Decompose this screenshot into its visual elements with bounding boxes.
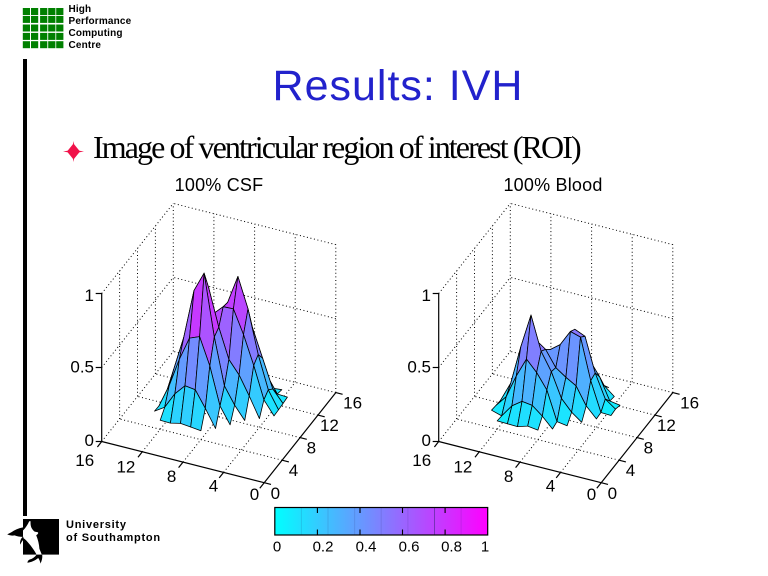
svg-text:16: 16 <box>343 393 362 412</box>
svg-text:8: 8 <box>644 439 653 458</box>
svg-text:0.8: 0.8 <box>441 539 462 556</box>
svg-text:12: 12 <box>453 458 472 477</box>
svg-text:0.5: 0.5 <box>407 357 431 376</box>
svg-text:0.5: 0.5 <box>70 357 94 376</box>
svg-text:0: 0 <box>587 485 596 504</box>
svg-text:0: 0 <box>85 431 94 450</box>
svg-text:8: 8 <box>167 467 176 486</box>
svg-text:4: 4 <box>289 461 298 480</box>
svg-text:12: 12 <box>320 416 339 435</box>
svg-text:1: 1 <box>481 539 489 556</box>
svg-text:8: 8 <box>307 439 316 458</box>
svg-text:0: 0 <box>608 484 617 503</box>
svg-text:4: 4 <box>546 477 555 496</box>
svg-text:0.2: 0.2 <box>313 539 334 556</box>
svg-text:16: 16 <box>680 393 699 412</box>
svg-text:0: 0 <box>273 539 281 556</box>
svg-text:0: 0 <box>422 431 431 450</box>
svg-text:12: 12 <box>116 458 135 477</box>
svg-text:1: 1 <box>85 286 94 305</box>
svg-text:1: 1 <box>422 286 431 305</box>
svg-text:16: 16 <box>75 451 94 470</box>
svg-text:4: 4 <box>209 477 218 496</box>
svg-text:8: 8 <box>504 467 513 486</box>
svg-text:0.4: 0.4 <box>356 539 377 556</box>
svg-text:0: 0 <box>271 484 280 503</box>
svg-text:12: 12 <box>657 416 676 435</box>
svg-text:0.6: 0.6 <box>399 539 420 556</box>
svg-text:4: 4 <box>626 461 635 480</box>
svg-text:0: 0 <box>250 485 259 504</box>
svg-text:16: 16 <box>412 451 431 470</box>
